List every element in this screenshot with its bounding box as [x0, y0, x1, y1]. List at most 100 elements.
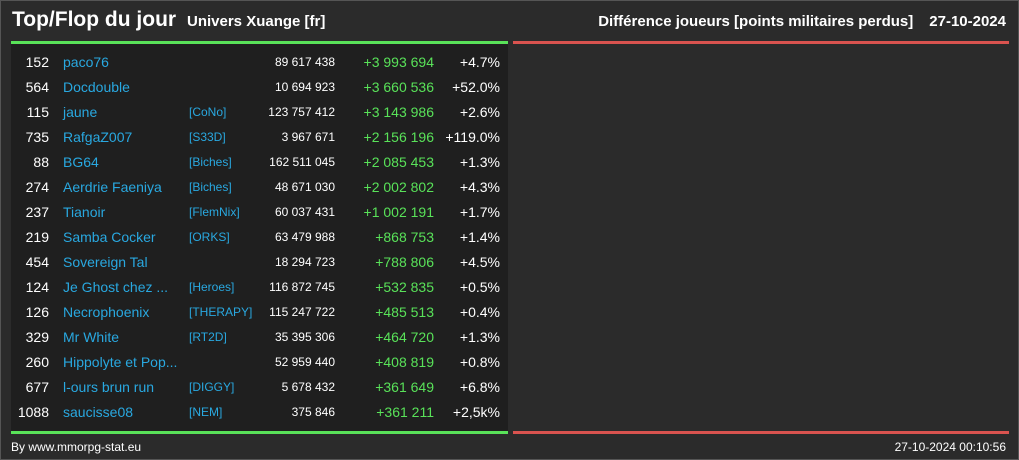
percent-change: +4.7% — [459, 54, 500, 70]
percent-change: +0.5% — [459, 279, 500, 295]
percent-change: +0.8% — [459, 354, 500, 370]
player-name-link[interactable]: Je Ghost chez ... — [63, 279, 169, 295]
player-rank: 126 — [25, 304, 49, 320]
player-total-points: 60 037 431 — [274, 205, 335, 219]
player-rank: 735 — [25, 129, 49, 145]
points-difference: +3 660 536 — [363, 79, 434, 95]
flop-panel — [513, 41, 1009, 434]
universe-label: Univers Xuange [fr] — [187, 13, 326, 30]
player-rank: 88 — [33, 154, 49, 170]
player-rank: 115 — [26, 104, 49, 120]
points-difference: +408 819 — [375, 354, 434, 370]
percent-change: +4.5% — [459, 254, 500, 270]
generated-timestamp: 27-10-2024 00:10:56 — [894, 440, 1006, 454]
player-name-link[interactable]: Docdouble — [63, 79, 130, 95]
points-difference: +3 143 986 — [363, 104, 434, 120]
list-item: 564 Docdouble 10 694 923 +3 660 536 +52.0% — [11, 75, 508, 100]
percent-change: +1.3% — [459, 329, 500, 345]
player-rank: 260 — [25, 354, 49, 370]
player-total-points: 18 294 723 — [274, 255, 335, 269]
points-difference: +464 720 — [375, 329, 434, 345]
date-label: 27-10-2024 — [929, 13, 1006, 30]
page-title: Top/Flop du jour — [12, 8, 177, 31]
player-total-points: 10 694 923 — [274, 80, 335, 94]
player-total-points: 3 967 671 — [281, 130, 335, 144]
player-name-link[interactable]: Samba Cocker — [63, 229, 156, 245]
points-difference: +361 649 — [375, 379, 434, 395]
player-name-link[interactable]: Necrophoenix — [63, 304, 150, 320]
percent-change: +52.0% — [452, 79, 500, 95]
player-rank: 124 — [25, 279, 49, 295]
player-name-link[interactable]: BG64 — [63, 154, 99, 170]
category-label: Différence joueurs [points militaires pe… — [598, 13, 914, 30]
player-name-link[interactable]: Mr White — [63, 329, 119, 345]
percent-change: +6.8% — [459, 379, 500, 395]
player-total-points: 63 479 988 — [274, 230, 335, 244]
player-total-points: 52 959 440 — [274, 355, 335, 369]
points-difference: +532 835 — [375, 279, 434, 295]
list-item: 735 RafgaZ007 [S33D] 3 967 671 +2 156 196 +11… — [11, 125, 508, 150]
player-total-points: 89 617 438 — [274, 55, 335, 69]
list-item: 152 paco76 89 617 438 +3 993 694 +4.7% — [11, 50, 508, 75]
list-item: 1088 saucisse08 [NEM] 375 846 +361 211 +2,5k% — [11, 400, 508, 425]
player-name-link[interactable]: paco76 — [63, 54, 109, 70]
player-total-points: 123 757 412 — [268, 105, 335, 119]
player-rank: 1088 — [17, 404, 49, 420]
guild-tag-link[interactable]: [ORKS] — [189, 230, 230, 244]
player-rank: 152 — [25, 54, 49, 70]
list-item: 260 Hippolyte et Pop... 52 959 440 +408 819… — [11, 350, 508, 375]
guild-tag-link[interactable]: [FlemNix] — [189, 205, 240, 219]
player-rank: 237 — [25, 204, 49, 220]
points-difference: +3 993 694 — [363, 54, 434, 70]
player-name-link[interactable]: Hippolyte et Pop... — [63, 354, 178, 370]
points-difference: +788 806 — [375, 254, 434, 270]
player-name-link[interactable]: Tianoir — [63, 204, 106, 220]
list-item: 329 Mr White [RT2D] 35 395 306 +464 720 +1.3% — [11, 325, 508, 350]
player-total-points: 48 671 030 — [274, 180, 335, 194]
player-rank: 677 — [25, 379, 49, 395]
percent-change: +2.6% — [459, 104, 500, 120]
points-difference: +868 753 — [375, 229, 434, 245]
source-link[interactable]: By www.mmorpg-stat.eu — [11, 440, 142, 454]
list-item: 237 Tianoir [FlemNix] 60 037 431 +1 002 191 +… — [11, 200, 508, 225]
guild-tag-link[interactable]: [DIGGY] — [189, 380, 235, 394]
guild-tag-link[interactable]: [THERAPY] — [189, 305, 253, 319]
player-name-link[interactable]: l-ours brun run — [63, 379, 155, 395]
points-difference: +485 513 — [375, 304, 434, 320]
player-rank: 274 — [25, 179, 49, 195]
player-rank: 454 — [25, 254, 49, 270]
guild-tag-link[interactable]: [Biches] — [189, 155, 232, 169]
header-right: Différence joueurs [points militaires pe… — [598, 13, 1006, 30]
points-difference: +2 156 196 — [363, 129, 434, 145]
guild-tag-link[interactable]: [NEM] — [189, 405, 223, 419]
points-difference: +2 085 453 — [363, 154, 434, 170]
points-difference: +361 211 — [376, 404, 434, 420]
points-difference: +2 002 802 — [363, 179, 434, 195]
player-name-link[interactable]: RafgaZ007 — [63, 129, 133, 145]
top-panel: 152 paco76 89 617 438 +3 993 694 +4.7% 564 Doc… — [11, 41, 508, 434]
list-item: 454 Sovereign Tal 18 294 723 +788 806 +4.5% — [11, 250, 508, 275]
player-rank: 329 — [25, 329, 49, 345]
guild-tag-link[interactable]: [RT2D] — [189, 330, 227, 344]
percent-change: +1.3% — [459, 154, 500, 170]
list-item: 88 BG64 [Biches] 162 511 045 +2 085 453 +1.3% — [11, 150, 508, 175]
player-total-points: 116 872 745 — [269, 280, 335, 294]
guild-tag-link[interactable]: [S33D] — [189, 130, 226, 144]
list-item: 677 l-ours brun run [DIGGY] 5 678 432 +361 6… — [11, 375, 508, 400]
list-item: 126 Necrophoenix [THERAPY] 115 247 722 +485 … — [11, 300, 508, 325]
player-total-points: 375 846 — [291, 405, 335, 419]
guild-tag-link[interactable]: [CoNo] — [189, 105, 227, 119]
player-name-link[interactable]: Sovereign Tal — [63, 254, 148, 270]
player-name-link[interactable]: Aerdrie Faeniya — [63, 179, 162, 195]
percent-change: +4.3% — [459, 179, 500, 195]
list-item: 115 jaune [CoNo] 123 757 412 +3 143 986 +2.6% — [11, 100, 508, 125]
percent-change: +2,5k% — [452, 404, 500, 420]
player-name-link[interactable]: jaune — [63, 104, 98, 120]
player-total-points: 115 247 722 — [269, 305, 335, 319]
player-name-link[interactable]: saucisse08 — [63, 404, 134, 420]
guild-tag-link[interactable]: [Heroes] — [189, 280, 235, 294]
list-item: 274 Aerdrie Faeniya [Biches] 48 671 030 +2 0… — [11, 175, 508, 200]
player-rank: 564 — [25, 79, 49, 95]
player-rank: 219 — [25, 229, 49, 245]
guild-tag-link[interactable]: [Biches] — [189, 180, 232, 194]
